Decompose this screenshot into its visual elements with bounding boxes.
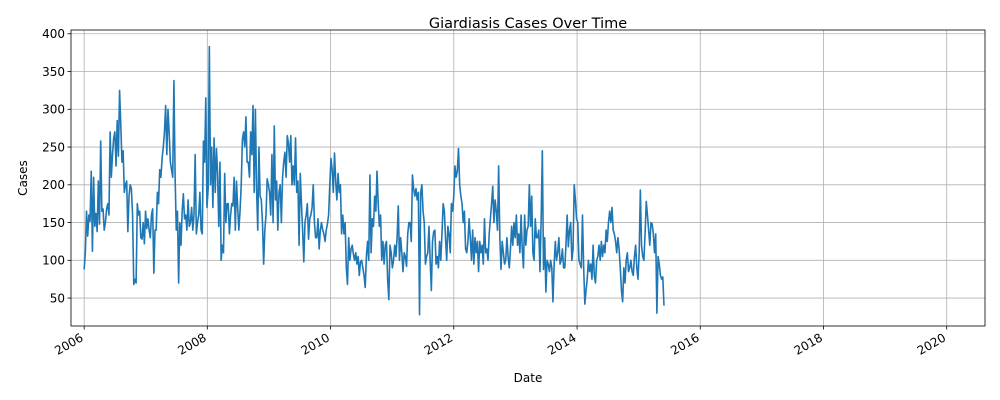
y-tick-label: 300	[42, 103, 65, 117]
chart-title: Giardiasis Cases Over Time	[429, 16, 627, 32]
y-axis: 50 100 150 200 250 300 350 400	[42, 27, 71, 305]
plot-frame	[70, 29, 986, 327]
x-axis-title: Date	[514, 371, 543, 385]
y-tick-label: 350	[42, 65, 65, 79]
plot-area	[71, 30, 985, 326]
y-tick-label: 400	[42, 27, 65, 41]
series-line-cases	[83, 45, 665, 316]
y-tick-label: 200	[42, 178, 65, 192]
y-axis-title: Cases	[16, 160, 30, 196]
series-layer	[83, 45, 665, 316]
y-tick-label: 100	[42, 254, 65, 268]
y-tick-label: 250	[42, 140, 65, 154]
y-tick-label: 50	[50, 291, 65, 305]
y-tick-label: 150	[42, 216, 65, 230]
